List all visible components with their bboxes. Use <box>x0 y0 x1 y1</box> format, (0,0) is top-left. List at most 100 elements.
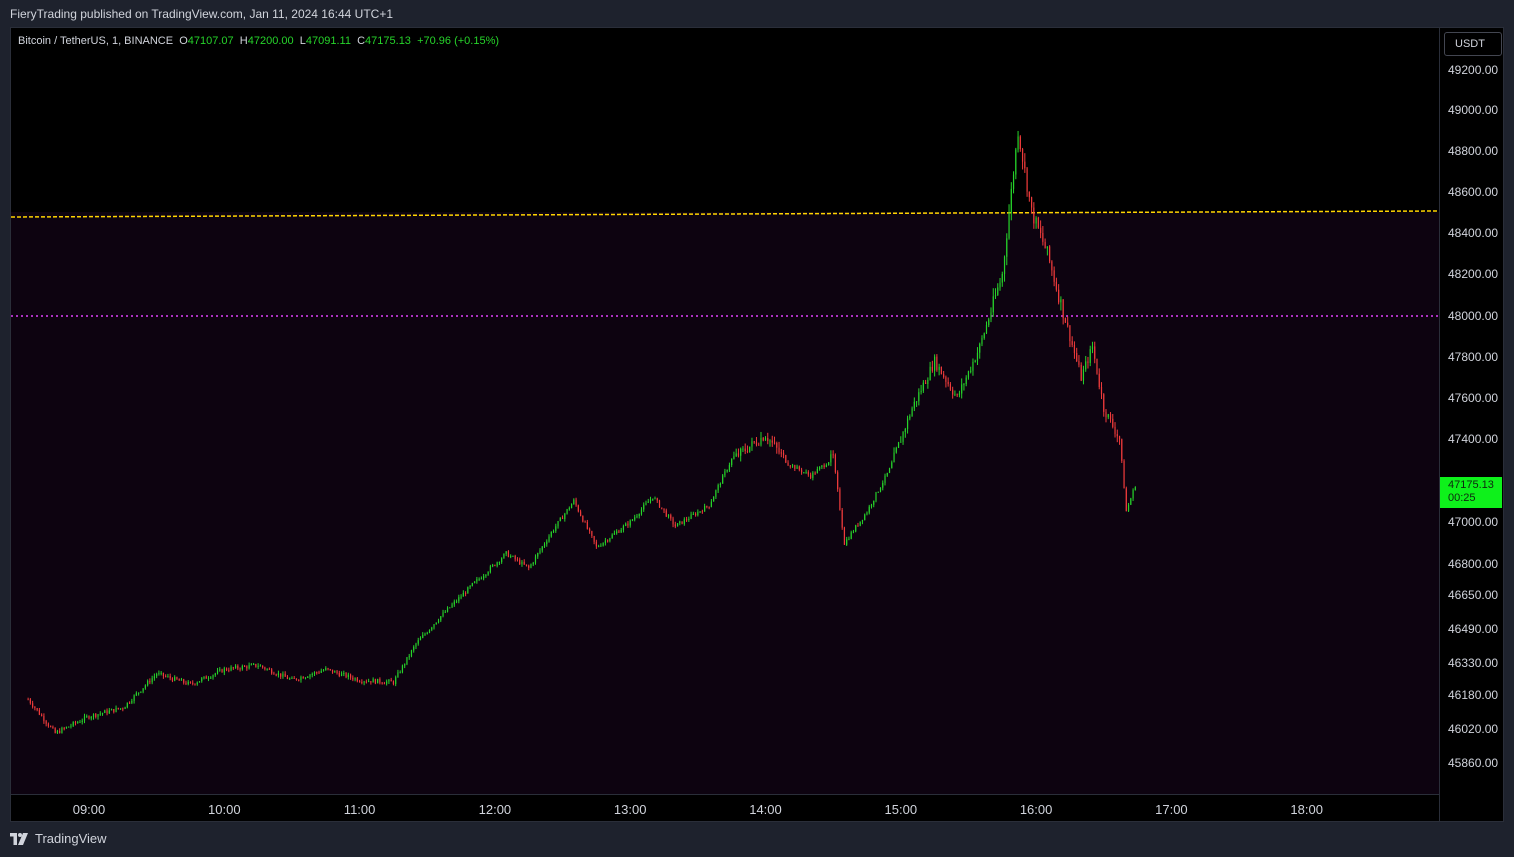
candle-body <box>744 448 746 451</box>
candle-body <box>467 587 469 594</box>
candle-body <box>613 533 616 535</box>
price-axis-label: 48400.00 <box>1448 225 1499 240</box>
candle-body <box>501 558 503 563</box>
candle-body <box>507 551 510 557</box>
chart-frame: Bitcoin / TetherUS, 1, BINANCE O47107.07… <box>10 27 1504 822</box>
candle-body <box>174 677 176 681</box>
candle-body <box>50 726 52 728</box>
candle-body <box>697 511 699 516</box>
currency-button[interactable]: USDT <box>1444 32 1502 56</box>
candle-body <box>796 466 798 469</box>
candle-body <box>183 679 185 683</box>
candle-body <box>722 475 724 484</box>
candle-body <box>144 685 146 689</box>
candle-body <box>773 442 776 444</box>
candle-body <box>970 370 972 372</box>
price-axis[interactable]: USDT 49200.00 49000.00 48800.00 48600.00 484… <box>1439 28 1505 821</box>
candle-body <box>478 578 480 580</box>
candle-body <box>27 699 29 701</box>
candle-body <box>56 730 59 734</box>
time-axis-label: 18:00 <box>1290 802 1323 817</box>
candle-body <box>77 722 79 724</box>
candle-body <box>859 521 861 526</box>
candle-body <box>194 683 196 685</box>
candle-body <box>284 673 286 677</box>
candle-body <box>36 708 38 710</box>
candle-body <box>469 585 471 588</box>
candle-body <box>45 721 47 724</box>
candle-body <box>198 681 201 683</box>
candle-body <box>701 511 703 513</box>
footer: TradingView <box>10 831 107 846</box>
candle-body <box>128 702 131 704</box>
candle-body <box>685 519 688 521</box>
candle-body <box>523 561 525 565</box>
price-axis-label: 46180.00 <box>1448 688 1499 702</box>
candle-body <box>388 679 390 682</box>
candle-body <box>595 541 597 547</box>
legend-open-value: 47107.07 <box>187 35 234 47</box>
candle-body <box>437 620 440 623</box>
candle-body <box>264 667 266 670</box>
candle-body <box>471 583 473 586</box>
candle-body <box>958 393 961 395</box>
candle-body <box>480 578 482 580</box>
candle-body <box>706 506 708 508</box>
candle-body <box>895 447 897 453</box>
candle-body <box>911 408 913 417</box>
candle-body <box>503 553 505 559</box>
candle-body <box>492 564 494 567</box>
candle-body <box>803 472 805 474</box>
candle-body <box>1067 322 1069 326</box>
candle-body <box>577 505 579 512</box>
candle-body <box>1017 136 1019 150</box>
candle-body <box>546 541 548 545</box>
candle-body <box>81 720 83 723</box>
candle-body <box>780 452 782 454</box>
candle-body <box>446 607 449 612</box>
candle-body <box>47 723 50 727</box>
candle-body <box>354 678 356 680</box>
candle-body <box>954 394 956 396</box>
candle-body <box>404 664 406 666</box>
candlestick-plot[interactable] <box>11 28 1439 794</box>
candle-body <box>769 440 771 442</box>
candle-body <box>334 671 336 673</box>
candle-body <box>593 536 595 542</box>
candle-body <box>1026 168 1028 192</box>
candle-body <box>291 677 293 679</box>
price-axis-label: 46020.00 <box>1448 722 1499 736</box>
candle-body <box>837 472 839 490</box>
candle-body <box>665 510 667 517</box>
time-axis[interactable]: 09:00 10:00 11:00 12:00 13:00 14:00 15:00 16:00… <box>11 794 1439 821</box>
candle-body <box>674 524 676 527</box>
candle-body <box>451 604 453 608</box>
candle-body <box>1105 411 1107 418</box>
candle-body <box>672 518 674 525</box>
candle-body <box>514 555 516 560</box>
legend-open-label: O <box>179 35 188 47</box>
candle-body <box>43 715 45 722</box>
candle-body <box>821 465 823 468</box>
candle-body <box>345 672 347 678</box>
candle-body <box>413 646 415 651</box>
candle-body <box>307 676 309 678</box>
candle-body <box>663 508 665 511</box>
candle-body <box>1008 212 1010 239</box>
candle-body <box>262 665 264 668</box>
candle-body <box>338 673 340 676</box>
candle-body <box>295 678 298 680</box>
candle-body <box>839 489 841 510</box>
time-axis-label: 14:00 <box>749 802 782 817</box>
candle-body <box>343 672 345 674</box>
candle-body <box>694 513 697 516</box>
candle-body <box>29 699 31 704</box>
candle-body <box>965 377 967 385</box>
candle-body <box>192 682 194 684</box>
candle-body <box>661 507 663 509</box>
candle-body <box>309 674 311 677</box>
candle-body <box>223 668 225 673</box>
candle-body <box>988 319 990 325</box>
candle-body <box>151 678 153 683</box>
candle-body <box>230 667 232 671</box>
